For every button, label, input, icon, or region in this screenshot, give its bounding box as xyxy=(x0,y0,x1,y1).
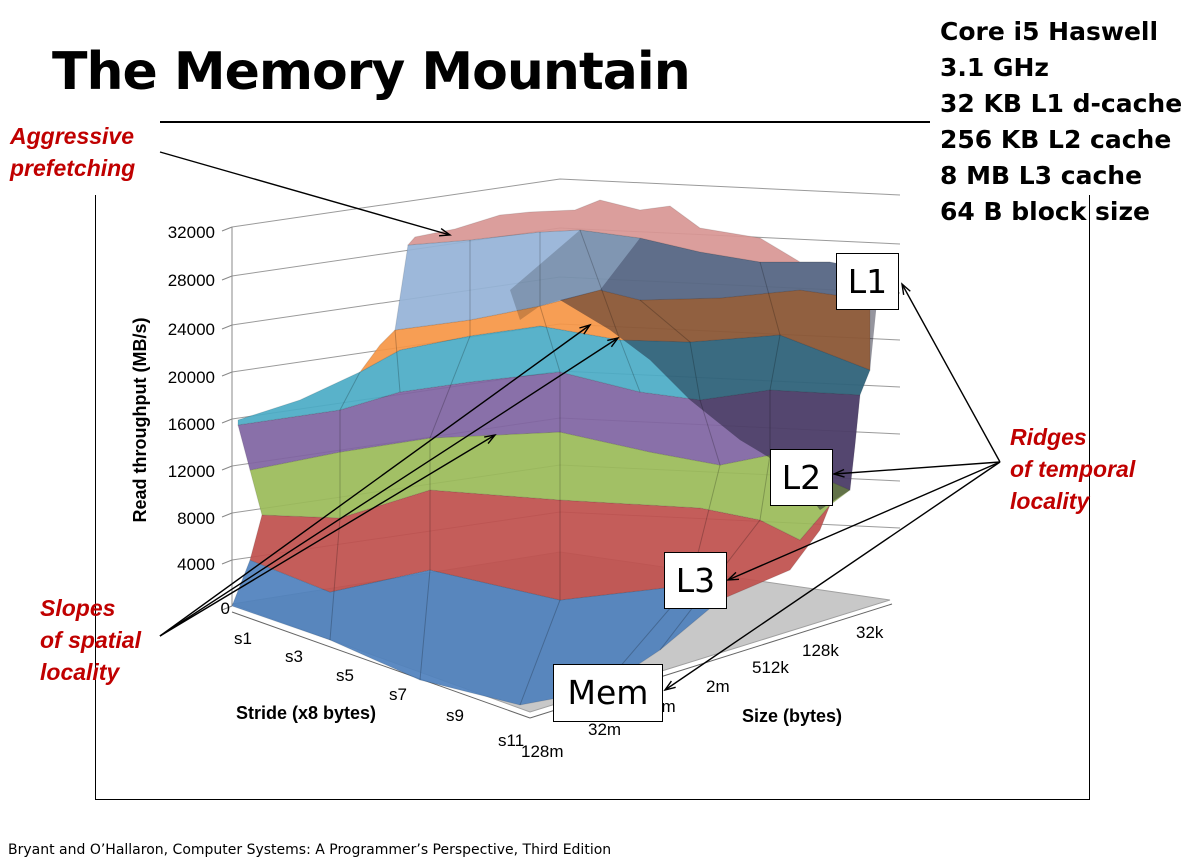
spec-block: 64 B block size xyxy=(940,197,1150,226)
arrowhead xyxy=(484,433,497,444)
arrowhead xyxy=(663,680,676,692)
gridline xyxy=(231,178,901,228)
z-tick-mark xyxy=(221,226,233,232)
annotation-arrow xyxy=(159,434,496,637)
stride-tick-label: s9 xyxy=(446,706,464,725)
arrowhead xyxy=(438,227,452,237)
size-tick-label: 32k xyxy=(856,623,884,642)
mem-label-box: Mem xyxy=(553,664,663,722)
size-tick-label: 2m xyxy=(706,677,730,696)
annotation-arrow xyxy=(833,461,1001,475)
ridge-shadow xyxy=(560,238,880,510)
surface-facet-line xyxy=(579,229,641,393)
spec-l1: 32 KB L1 d-cache xyxy=(940,89,1183,118)
z-tick-mark xyxy=(221,512,233,518)
l2-label-box: L2 xyxy=(770,449,833,506)
size-tick-label: 128k xyxy=(802,641,839,660)
arrowhead xyxy=(831,468,845,478)
size-axis-label: Size (bytes) xyxy=(742,706,842,726)
spec-cpu: Core i5 Haswell xyxy=(940,17,1159,46)
l1-label-box: L1 xyxy=(836,253,899,310)
z-tick-label: 0 xyxy=(221,599,230,618)
peak-shadow xyxy=(510,230,640,320)
annotation-arrow xyxy=(159,324,591,637)
stride-tick-label: s1 xyxy=(234,629,252,648)
z-tick-label: 8000 xyxy=(177,509,215,528)
size-tick-label: 512k xyxy=(752,658,789,677)
z-tick-label: 16000 xyxy=(168,415,215,434)
arrowhead xyxy=(579,323,592,335)
title-rule xyxy=(160,121,930,123)
stride-axis-label: Stride (x8 bytes) xyxy=(236,703,376,723)
z-tick-mark xyxy=(221,418,233,424)
z-tick-label: 4000 xyxy=(177,555,215,574)
stride-axis-line xyxy=(231,611,531,719)
slide-title: The Memory Mountain xyxy=(52,42,691,102)
footer-citation: Bryant and O’Hallaron, Computer Systems:… xyxy=(8,842,612,858)
spec-l2: 256 KB L2 cache xyxy=(940,125,1172,154)
stride-tick-label: s7 xyxy=(389,685,407,704)
slopes-annotation: Slopes of spatial locality xyxy=(40,595,141,685)
annotation-arrow xyxy=(159,151,451,236)
stride-tick-label: s3 xyxy=(285,647,303,666)
annotation-arrow xyxy=(664,461,1001,691)
arrowhead xyxy=(607,336,620,348)
surface-facet-line xyxy=(519,232,561,706)
spec-l3: 8 MB L3 cache xyxy=(940,161,1143,190)
size-tick-label: 32m xyxy=(588,720,621,739)
arrowhead xyxy=(726,571,740,581)
z-tick-mark xyxy=(221,371,233,377)
surface-facet-line xyxy=(659,261,781,651)
surface-facet-line xyxy=(329,371,361,641)
surface-facet-line xyxy=(394,329,401,393)
size-tick-label: 128m xyxy=(521,742,564,761)
machine-specs: Core i5 Haswell 3.1 GHz 32 KB L1 d-cache… xyxy=(940,14,1182,230)
figure-frame xyxy=(95,195,1090,800)
annotation-arrow xyxy=(901,283,1001,463)
surface-facet-line xyxy=(419,240,471,681)
prefetch-annotation: Aggressive prefetching xyxy=(10,123,136,181)
z-tick-mark xyxy=(221,559,233,565)
z-tick-mark xyxy=(221,465,233,471)
z-tick-label: 24000 xyxy=(168,320,215,339)
annotation-arrow xyxy=(159,337,619,637)
l3-label-box: L3 xyxy=(664,552,727,609)
annotation-arrow xyxy=(727,461,1001,581)
z-tick-label: 32000 xyxy=(168,223,215,242)
arrowhead xyxy=(901,282,911,295)
z-tick-mark xyxy=(221,324,233,330)
stride-tick-label: s5 xyxy=(336,666,354,685)
z-tick-mark xyxy=(221,275,233,281)
z-tick-label: 12000 xyxy=(168,462,215,481)
z-tick-label: 20000 xyxy=(168,368,215,387)
spec-clock: 3.1 GHz xyxy=(940,53,1049,82)
ridges-annotation: Ridges of temporal locality xyxy=(1010,424,1136,514)
z-tick-mark xyxy=(221,605,233,611)
stride-tick-label: s11 xyxy=(498,731,524,750)
z-tick-label: 28000 xyxy=(168,271,215,290)
surface-band xyxy=(406,199,830,263)
y-axis-label: Read throughput (MB/s) xyxy=(130,318,150,523)
